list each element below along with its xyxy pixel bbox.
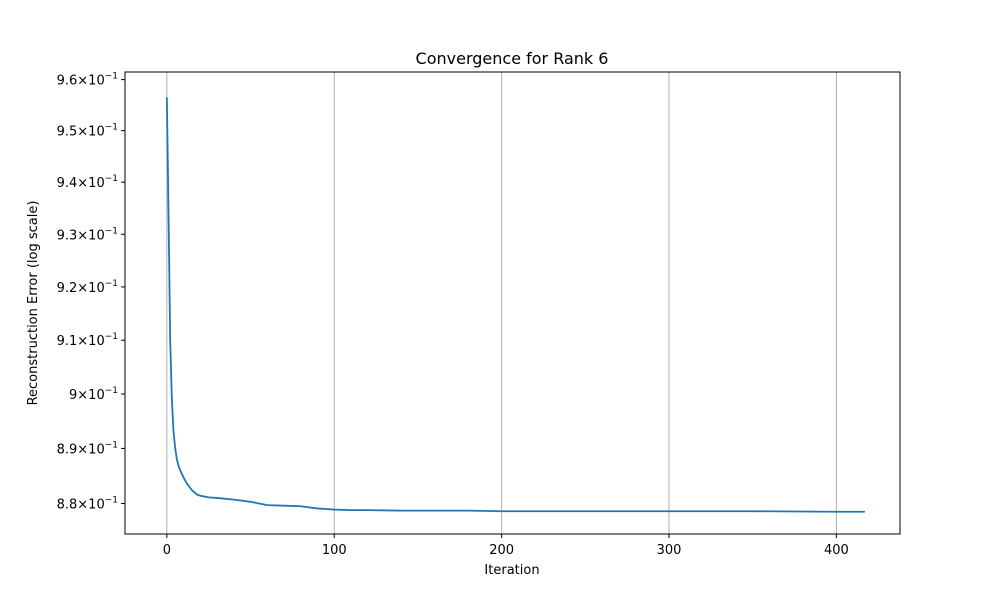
y-tick-label: 9×10−1: [69, 386, 118, 403]
y-tick-mantissa: 9.2: [57, 281, 78, 296]
x-tick-label: 400: [824, 543, 849, 558]
y-tick-label: 9.6×10−1: [57, 72, 118, 89]
y-tick-exponent: −1: [105, 386, 118, 396]
x-tick-label: 0: [163, 543, 171, 558]
error-series-line: [165, 97, 865, 513]
y-tick-exponent: −1: [105, 123, 118, 133]
y-tick-mantissa: 9: [69, 388, 77, 403]
y-tick-mantissa: 9.6: [57, 74, 78, 89]
y-axis-label: Reconstruction Error (log scale): [26, 201, 41, 406]
y-tick-label: 8.8×10−1: [57, 495, 118, 512]
series-layer: [165, 97, 865, 513]
y-tick-mantissa: 8.9: [57, 442, 78, 457]
x-axis-label: Iteration: [484, 563, 539, 578]
y-tick-label: 9.1×10−1: [57, 332, 118, 349]
plot-frame: [124, 71, 901, 535]
y-tick-label: 9.3×10−1: [57, 226, 118, 243]
y-tick-label: 9.2×10−1: [57, 279, 118, 296]
y-tick-label: 8.9×10−1: [57, 440, 118, 457]
y-tick-exponent: −1: [105, 332, 118, 342]
y-tick-mantissa: 9.1: [57, 334, 78, 349]
y-tick-exponent: −1: [105, 495, 118, 505]
x-tick-label: 200: [489, 543, 514, 558]
y-tick-label: 9.5×10−1: [57, 123, 118, 140]
y-tick-mantissa: 9.4: [57, 176, 78, 191]
y-tick-label: 9.4×10−1: [57, 174, 118, 191]
y-tick-exponent: −1: [105, 72, 118, 82]
x-tick-label: 300: [657, 543, 682, 558]
y-tick-exponent: −1: [105, 279, 118, 289]
y-tick-mantissa: 9.5: [57, 125, 78, 140]
y-tick-exponent: −1: [105, 440, 118, 450]
y-tick-mantissa: 8.8: [57, 497, 78, 512]
y-tick-mantissa: 9.3: [57, 228, 78, 243]
chart-title: Convergence for Rank 6: [416, 49, 609, 68]
x-tick-label: 100: [322, 543, 347, 558]
ticks-layer: 0 100 200 300 400 8.8×10−1 8.9×10−1 9×10−1 9.1×1…: [57, 72, 849, 558]
y-tick-exponent: −1: [105, 174, 118, 184]
y-tick-exponent: −1: [105, 226, 118, 236]
grid-layer: [166, 72, 837, 534]
